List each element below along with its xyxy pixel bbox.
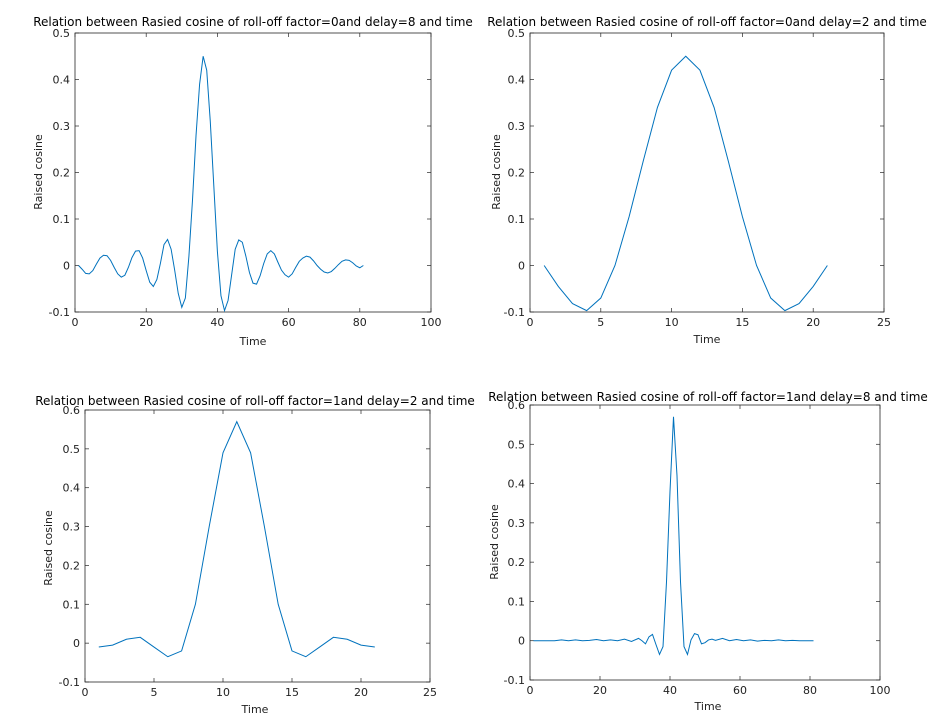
x-tick-label: 0 bbox=[527, 684, 534, 697]
y-tick-label: 0.3 bbox=[508, 120, 526, 133]
y-tick-label: 0.4 bbox=[508, 74, 526, 87]
y-tick-label: 0.4 bbox=[508, 478, 526, 491]
chart-1: Relation between Rasied cosine of roll-o… bbox=[32, 15, 473, 348]
chart-3: Relation between Rasied cosine of roll-o… bbox=[35, 394, 475, 716]
x-tick-label: 10 bbox=[665, 316, 679, 329]
x-tick-label: 20 bbox=[806, 316, 820, 329]
y-axis-label: Raised cosine bbox=[488, 504, 501, 580]
y-tick-label: 0.6 bbox=[63, 404, 81, 417]
x-tick-label: 40 bbox=[663, 684, 677, 697]
chart-title: Relation between Rasied cosine of roll-o… bbox=[487, 15, 927, 29]
x-tick-label: 5 bbox=[597, 316, 604, 329]
y-tick-label: 0 bbox=[518, 635, 525, 648]
x-tick-label: 100 bbox=[870, 684, 891, 697]
y-axis-label: Raised cosine bbox=[42, 510, 55, 586]
x-tick-label: 0 bbox=[82, 686, 89, 699]
chart-title: Relation between Rasied cosine of roll-o… bbox=[35, 394, 475, 408]
y-axis-label: Raised cosine bbox=[490, 134, 503, 210]
x-tick-label: 0 bbox=[527, 316, 534, 329]
x-tick-label: 40 bbox=[210, 316, 224, 329]
y-tick-label: 0.1 bbox=[508, 595, 526, 608]
x-axis-label: Time bbox=[239, 335, 267, 348]
series-line bbox=[98, 420, 375, 658]
y-tick-label: -0.1 bbox=[59, 676, 80, 689]
y-tick-label: 0.3 bbox=[63, 521, 81, 534]
x-tick-label: 20 bbox=[593, 684, 607, 697]
y-tick-label: 0.2 bbox=[63, 559, 81, 572]
x-tick-label: 60 bbox=[733, 684, 747, 697]
y-tick-label: 0.1 bbox=[508, 213, 526, 226]
y-tick-label: 0.1 bbox=[63, 598, 81, 611]
x-tick-label: 100 bbox=[421, 316, 442, 329]
y-tick-label: -0.1 bbox=[504, 306, 525, 319]
y-axis-label: Raised cosine bbox=[32, 134, 45, 210]
plot-area bbox=[84, 409, 431, 683]
x-tick-label: 80 bbox=[803, 684, 817, 697]
y-tick-label: 0.5 bbox=[508, 438, 526, 451]
y-tick-label: 0.4 bbox=[53, 74, 71, 87]
plot-area bbox=[74, 32, 432, 313]
x-axis-label: Time bbox=[693, 333, 721, 346]
series-line bbox=[543, 55, 828, 312]
y-tick-label: 0.2 bbox=[508, 167, 526, 180]
y-tick-label: 0.3 bbox=[508, 517, 526, 530]
chart-title: Relation between Rasied cosine of roll-o… bbox=[33, 15, 473, 29]
chart-4: Relation between Rasied cosine of roll-o… bbox=[488, 390, 928, 713]
plot-area bbox=[529, 404, 881, 681]
series-line bbox=[533, 416, 814, 657]
y-tick-label: 0 bbox=[518, 260, 525, 273]
x-axis-label: Time bbox=[241, 703, 269, 716]
x-tick-label: 20 bbox=[139, 316, 153, 329]
series-line bbox=[78, 56, 364, 313]
y-tick-label: 0.4 bbox=[63, 482, 81, 495]
x-tick-label: 15 bbox=[735, 316, 749, 329]
y-tick-label: 0.5 bbox=[63, 443, 81, 456]
x-tick-label: 5 bbox=[151, 686, 158, 699]
x-tick-label: 10 bbox=[216, 686, 230, 699]
x-tick-label: 20 bbox=[354, 686, 368, 699]
y-tick-label: -0.1 bbox=[504, 674, 525, 687]
y-tick-label: 0.2 bbox=[508, 556, 526, 569]
y-tick-label: 0.6 bbox=[508, 399, 526, 412]
x-tick-label: 25 bbox=[877, 316, 891, 329]
y-tick-label: 0.3 bbox=[53, 120, 71, 133]
x-tick-label: 25 bbox=[423, 686, 437, 699]
y-tick-label: 0.2 bbox=[53, 167, 71, 180]
y-tick-label: 0.5 bbox=[508, 27, 526, 40]
x-axis-label: Time bbox=[694, 700, 722, 713]
y-tick-label: 0 bbox=[73, 637, 80, 650]
y-tick-label: 0 bbox=[63, 260, 70, 273]
x-tick-label: 0 bbox=[72, 316, 79, 329]
y-tick-label: 0.1 bbox=[53, 213, 71, 226]
x-tick-label: 60 bbox=[282, 316, 296, 329]
y-tick-label: -0.1 bbox=[49, 306, 70, 319]
chart-title: Relation between Rasied cosine of roll-o… bbox=[488, 390, 928, 404]
chart-2: Relation between Rasied cosine of roll-o… bbox=[487, 15, 927, 346]
x-tick-label: 80 bbox=[353, 316, 367, 329]
x-tick-label: 15 bbox=[285, 686, 299, 699]
plot-area bbox=[529, 32, 885, 313]
y-tick-label: 0.5 bbox=[53, 27, 71, 40]
